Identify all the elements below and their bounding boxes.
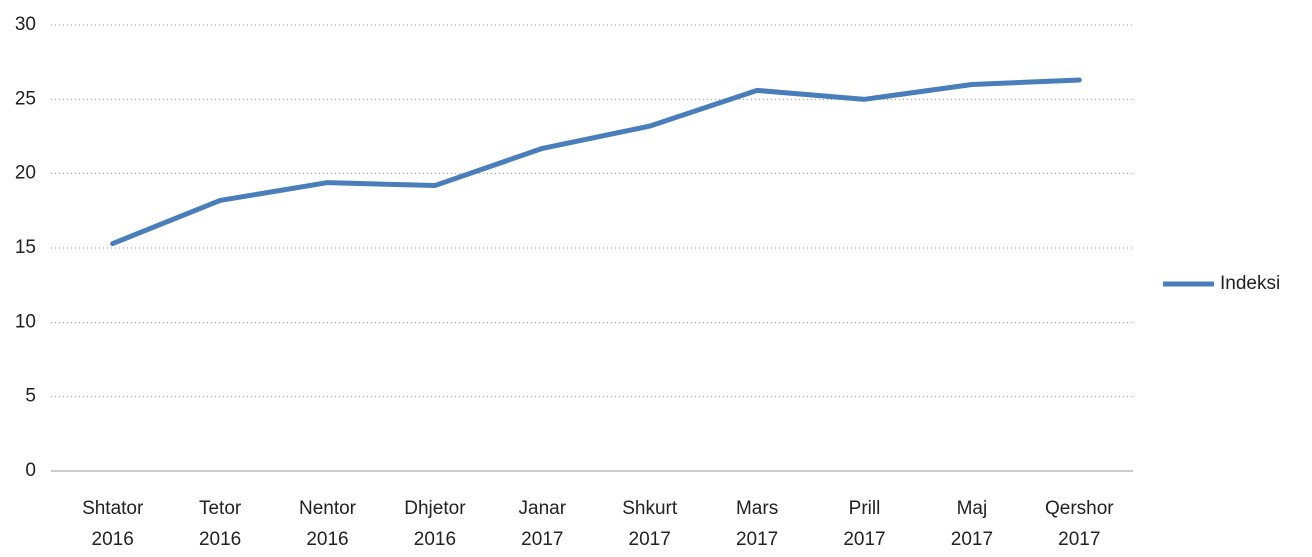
x-tick-label: Shtator 2016 [82, 498, 144, 550]
y-tick-label: 25 [15, 88, 36, 109]
line-series [110, 77, 1082, 247]
y-tick-label: 30 [15, 14, 36, 35]
y-tick-label: 15 [15, 237, 36, 258]
x-tick-label: Janar 2017 [519, 498, 567, 550]
x-tick-label: Prill 2017 [843, 498, 885, 550]
x-tick-label: Dhjetor 2016 [404, 498, 466, 550]
legend-label: Indeksi [1220, 273, 1280, 294]
x-tick-label: Tetor 2016 [199, 498, 242, 550]
y-tick-label: 0 [25, 460, 36, 481]
x-tick-label: Maj 2017 [951, 498, 993, 550]
x-tick-label: Mars 2017 [736, 498, 778, 550]
x-tick-label: Qershor 2017 [1045, 498, 1114, 550]
x-tick-label: Shkurt 2017 [622, 498, 678, 550]
y-tick-label: 5 [25, 386, 36, 407]
y-tick-label: 10 [15, 311, 36, 332]
x-tick-label: Nentor 2016 [299, 498, 357, 550]
y-tick-label: 20 [15, 163, 36, 184]
